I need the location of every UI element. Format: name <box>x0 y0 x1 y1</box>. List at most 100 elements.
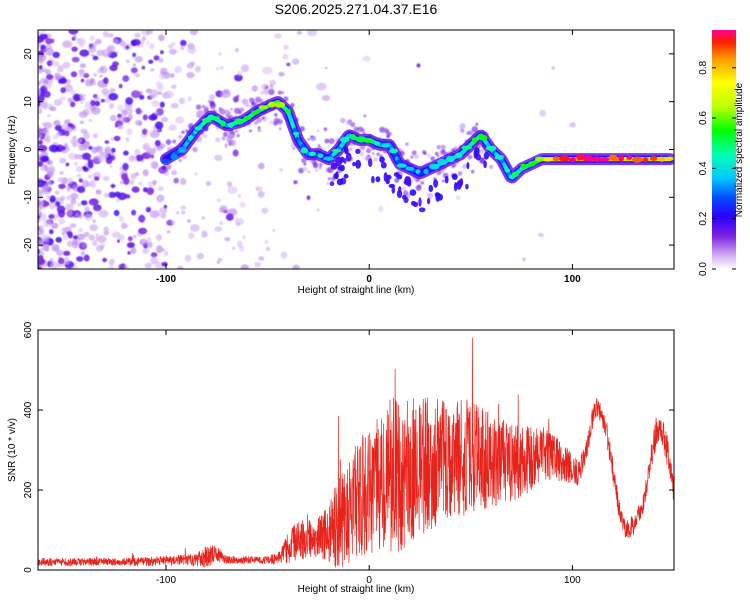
spectrogram-noise-blob <box>263 87 270 95</box>
spectrogram-noise-blob <box>131 209 137 216</box>
spectrogram-ridge-blob <box>368 158 373 168</box>
spectrogram-noise-blob <box>150 154 155 159</box>
spectrogram-noise-blob <box>41 30 46 34</box>
spectrogram-x-axis-label: Height of straight line (km) <box>298 285 415 296</box>
spectrogram-noise-blob <box>66 185 71 191</box>
spectrogram-ridge-blob <box>398 186 402 193</box>
spectrogram-noise-blob <box>90 106 101 115</box>
spectrogram-noise-blob <box>328 138 335 145</box>
spectrogram-noise-blob <box>180 177 187 186</box>
spectrogram-noise-blob <box>125 137 130 142</box>
spectrogram-noise-blob <box>85 140 90 145</box>
colorbar-tick-label: 0.8 <box>698 60 709 74</box>
spectrogram-noise-blob <box>160 67 168 75</box>
spectrogram-ridge-blob <box>330 162 338 170</box>
spectrogram-noise-blob <box>96 49 105 57</box>
spectrogram-noise-blob <box>227 186 238 194</box>
spectrogram-noise-blob <box>70 101 76 108</box>
spectrogram-ridge-blob <box>483 151 490 160</box>
spectrogram-noise-blob <box>67 123 74 128</box>
spectrogram-ridge-blob <box>423 168 429 175</box>
spectrogram-noise-blob <box>436 170 442 176</box>
spectrogram-noise-blob <box>138 121 142 126</box>
spectrogram-noise-blob <box>88 118 93 122</box>
spectrogram-noise-blob <box>98 156 106 163</box>
spectrogram-noise-blob <box>441 144 446 150</box>
spectrogram-noise-blob <box>75 213 79 217</box>
spectrogram-noise-blob <box>225 213 234 221</box>
spectrogram-noise-blob <box>138 214 146 223</box>
spectrogram-noise-blob <box>80 128 88 134</box>
spectrogram-noise-blob <box>149 93 156 99</box>
spectrogram-noise-blob <box>539 109 546 117</box>
spectrogram-noise-blob <box>50 261 60 269</box>
spectrogram-noise-blob <box>157 194 164 202</box>
spectrogram-noise-blob <box>161 165 167 171</box>
spectrogram-noise-blob <box>116 198 120 202</box>
spectrogram-ridge-blob <box>209 116 220 121</box>
spectrogram-noise-blob <box>240 264 249 269</box>
spectrogram-ridge-blob <box>576 153 585 161</box>
spectrogram-noise-blob <box>89 179 97 188</box>
spectrogram-noise-blob <box>38 179 45 188</box>
spectrogram-noise-blob <box>195 66 201 71</box>
colorbar-label: Normalized spectral amplitude <box>734 82 745 217</box>
spectrogram-noise-blob <box>307 170 311 174</box>
spectrogram-ridge-blob <box>381 143 390 148</box>
spectrogram-x-tick-label: 0 <box>366 274 372 285</box>
spectrogram-noise-blob <box>39 33 48 40</box>
spectrogram-noise-blob <box>141 128 148 135</box>
spectrogram-ridge-blob <box>340 136 350 143</box>
spectrogram-noise-blob <box>292 58 300 65</box>
spectrogram-noise-blob <box>108 265 114 269</box>
spectrogram-noise-blob <box>76 233 86 241</box>
spectrogram-noise-blob <box>119 40 126 47</box>
spectrogram-noise-blob <box>40 101 48 109</box>
spectrogram-noise-blob <box>65 203 74 211</box>
spectrogram-noise-blob <box>258 162 265 170</box>
spectrogram-noise-blob <box>221 136 226 141</box>
spectrogram-noise-blob <box>83 254 90 262</box>
spectrogram-noise-blob <box>123 107 133 115</box>
spectrogram-noise-blob <box>78 138 83 142</box>
spectrogram-noise-blob <box>92 171 102 179</box>
snr-frame <box>37 329 675 571</box>
spectrogram-ridge-blob <box>344 146 349 154</box>
spectrogram-ridge-blob <box>220 120 226 127</box>
spectrogram-noise-blob <box>371 152 375 155</box>
spectrogram-noise-blob <box>38 134 41 138</box>
spectrogram-ridge-blob <box>535 156 545 162</box>
spectrogram-noise-blob <box>324 138 330 144</box>
spectrogram-noise-blob <box>402 190 409 196</box>
spectrogram-noise-blob <box>306 195 311 201</box>
spectrogram-noise-blob <box>78 144 88 151</box>
spectrogram-ridge-blob <box>317 153 324 159</box>
spectrogram-noise-blob <box>134 32 141 39</box>
spectrogram-noise-blob <box>40 128 48 134</box>
spectrogram-noise-blob <box>68 30 79 35</box>
spectrogram-noise-blob <box>307 30 318 37</box>
spectrogram-noise-blob <box>402 186 406 191</box>
spectrogram-ridge-blob <box>552 156 560 162</box>
spectrogram-noise-blob <box>192 146 198 153</box>
spectrogram-noise-blob <box>264 85 269 89</box>
spectrogram-noise-blob <box>302 166 308 172</box>
spectrogram-noise-blob <box>456 195 461 200</box>
spectrogram-ridge-blob <box>454 152 463 159</box>
spectrogram-noise-blob <box>426 153 432 158</box>
spectrogram-noise-blob <box>118 264 124 269</box>
spectrogram-noise-blob <box>149 43 155 50</box>
spectrogram-noise-blob <box>148 114 157 121</box>
spectrogram-noise-blob <box>46 195 51 200</box>
spectrogram-ridge-blob <box>426 197 431 205</box>
spectrogram-noise-blob <box>58 217 65 225</box>
spectrogram-noise-blob <box>414 154 419 159</box>
spectrogram-noise-blob <box>188 232 195 239</box>
spectrogram-noise-blob <box>147 236 152 242</box>
spectrogram-noise-blob <box>303 162 307 166</box>
spectrogram-ridge-blob <box>626 155 632 160</box>
spectrogram-noise-blob <box>318 166 322 170</box>
spectrogram-noise-blob <box>47 114 51 118</box>
